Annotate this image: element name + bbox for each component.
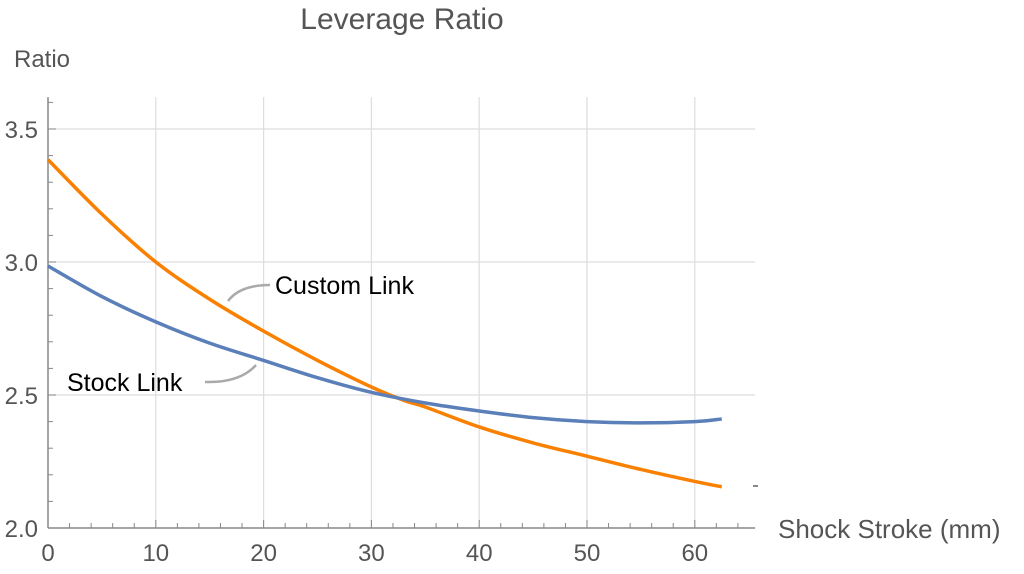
custom-link-leader — [227, 283, 271, 302]
x-tick-label: 40 — [466, 540, 493, 567]
x-tick-label: 30 — [358, 540, 385, 567]
y-tick-label: 3.0 — [5, 250, 38, 277]
stock-link-label: Stock Link — [67, 369, 183, 397]
x-tick-label: 0 — [41, 540, 54, 567]
custom-link-label: Custom Link — [275, 272, 414, 300]
grid — [48, 97, 756, 528]
x-tick-label: 60 — [681, 540, 708, 567]
tick-labels: 0 10 20 30 40 50 60 2.0 2.5 3.0 3.5 — [5, 117, 709, 567]
x-tick-label: 20 — [250, 540, 277, 567]
y-tick-label: 2.0 — [5, 516, 38, 543]
x-axis-label: Shock Stroke (mm) — [778, 514, 1001, 544]
axes — [47, 97, 756, 529]
y-tick-label: 3.5 — [5, 117, 38, 144]
series-lines — [46, 158, 723, 489]
y-tick-label: 2.5 — [5, 383, 38, 410]
x-tick-label: 10 — [142, 540, 169, 567]
stock-link-leader — [204, 364, 257, 384]
series-line-custom-link — [46, 158, 723, 489]
y-axis-label: Ratio — [14, 46, 70, 73]
x-tick-label: 50 — [574, 540, 601, 567]
series-line-stock-link — [47, 264, 722, 425]
chart-title: Leverage Ratio — [300, 3, 503, 36]
